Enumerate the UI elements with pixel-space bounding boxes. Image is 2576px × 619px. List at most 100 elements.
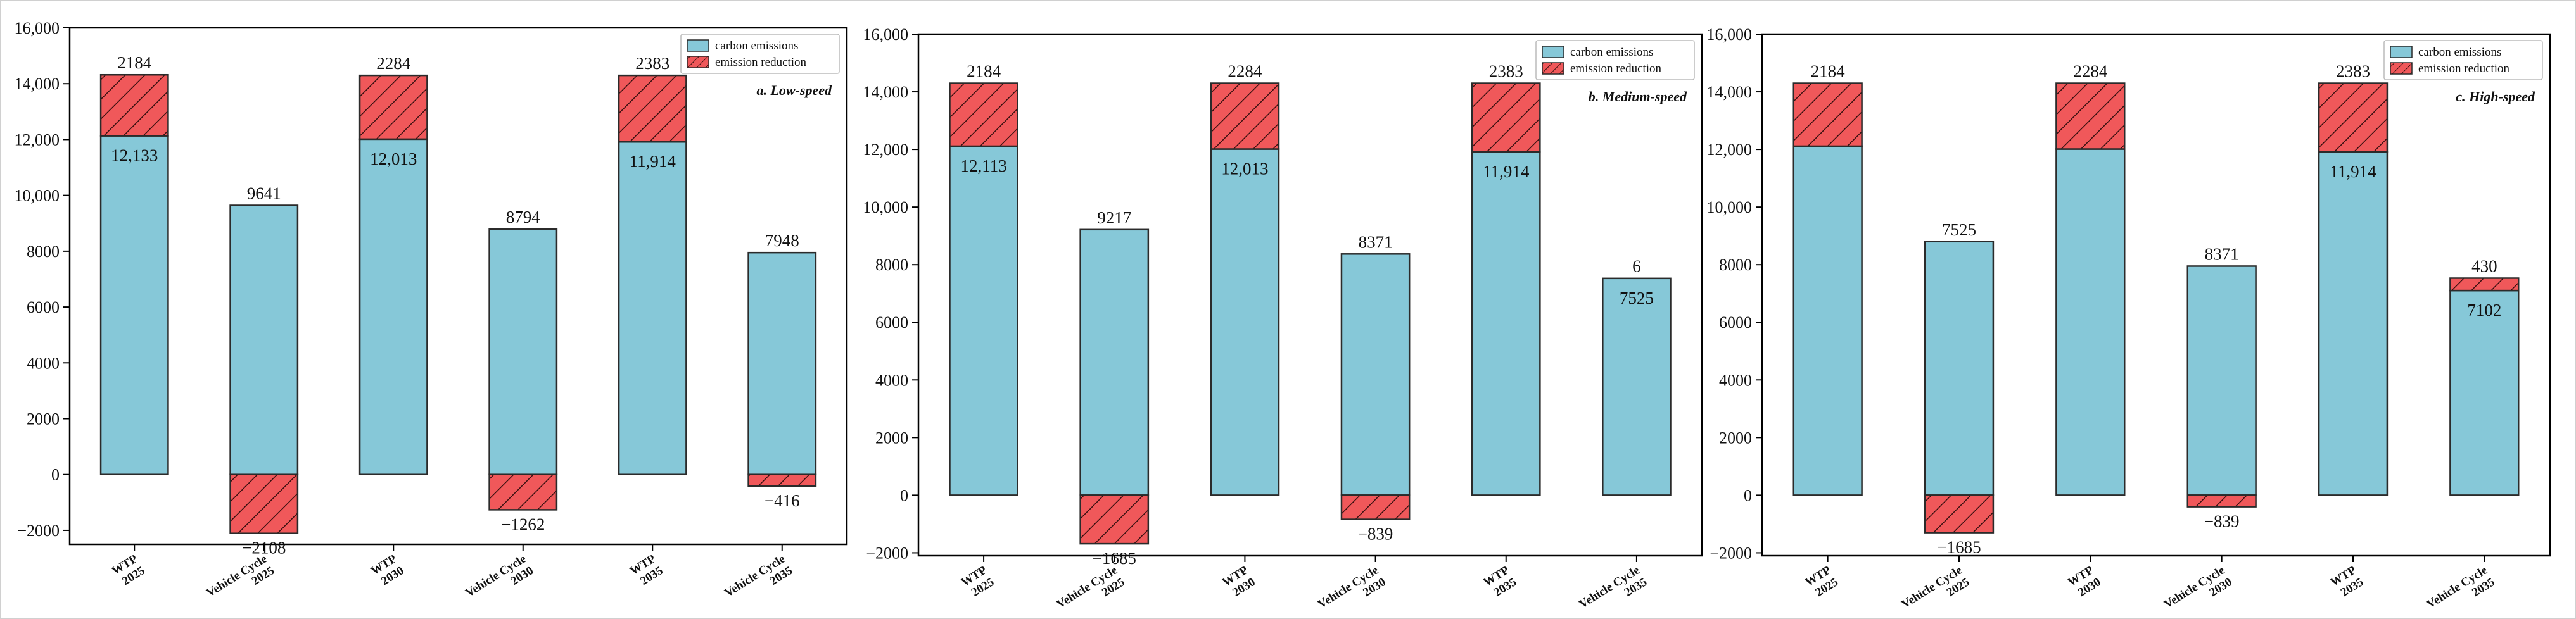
reduction-bar (2449, 277, 2520, 292)
carbon-value-label: 12,113 (960, 156, 1006, 175)
legend-label-reduction: emission reduction (715, 56, 807, 69)
reduction-bar (1471, 82, 1541, 153)
carbon-bar (2318, 151, 2389, 496)
reduction-bar (1210, 82, 1280, 150)
y-tick-label: 14,000 (1707, 83, 1753, 101)
y-tick-label: 16,000 (15, 19, 60, 37)
y-tick-label: 10,000 (863, 198, 909, 216)
carbon-value-label: 12,133 (111, 146, 158, 165)
y-tick-label: 6000 (27, 298, 60, 316)
legend-swatch-carbon (1542, 46, 1564, 58)
reduction-value-label: −839 (2204, 512, 2240, 531)
carbon-bar (488, 228, 558, 475)
legend-box (1535, 40, 1695, 80)
carbon-value-label: 11,914 (2330, 162, 2376, 181)
reduction-value-label: −416 (765, 491, 800, 510)
legend: carbon emissions emission reduction (2383, 40, 2543, 80)
y-tick-label: −2000 (17, 522, 60, 540)
legend-label-carbon: carbon emissions (715, 39, 798, 53)
reduction-bar (1792, 82, 1863, 147)
y-tick-label: 4000 (27, 354, 60, 372)
y-tick-label: 10,000 (15, 187, 60, 205)
reduction-bar (2318, 82, 2389, 153)
carbon-bar (358, 138, 428, 475)
reduction-bar (2186, 494, 2257, 508)
reduction-bar (2055, 82, 2126, 150)
carbon-value-label: 8371 (2205, 244, 2239, 263)
carbon-bar (1924, 241, 1995, 496)
legend-label-reduction: emission reduction (2418, 62, 2510, 75)
reduction-value-label: 2383 (1489, 62, 1523, 81)
y-tick-label: 12,000 (15, 130, 60, 149)
reduction-value-label: 2184 (1811, 62, 1846, 81)
y-tick-label: −2000 (866, 544, 908, 562)
reduction-bar (1079, 494, 1150, 545)
reduction-bar (99, 73, 169, 137)
y-tick-label: 16,000 (1707, 25, 1753, 44)
y-tick-label: 0 (900, 486, 908, 504)
carbon-value-label: 9217 (1097, 208, 1131, 227)
reduction-value-label: −839 (1358, 525, 1393, 544)
reduction-bar (229, 473, 299, 534)
reduction-bar (488, 473, 558, 511)
y-tick-label: 4000 (1719, 371, 1752, 389)
reduction-value-label: 2383 (635, 54, 669, 73)
carbon-value-label: 8794 (506, 208, 541, 227)
reduction-value-label: 2284 (376, 54, 411, 73)
carbon-bar (99, 135, 169, 475)
y-tick-label: 6000 (875, 313, 908, 332)
legend-label-carbon: carbon emissions (2418, 46, 2501, 59)
plot-frame (68, 27, 848, 546)
reduction-bar (358, 74, 428, 141)
y-tick-label: 2000 (875, 428, 908, 447)
y-tick-label: 0 (51, 466, 60, 484)
panel-label: b. Medium-speed (1589, 89, 1687, 104)
carbon-bar (1471, 151, 1541, 496)
chart-panel-2: −2000 0 2000 4000 6000 8000 10,000 12,000 14,000… (863, 25, 1703, 611)
reduction-value-label: −1262 (501, 515, 545, 534)
reduction-value-label: −1685 (1937, 538, 1981, 557)
carbon-value-label: 12,013 (1221, 159, 1268, 178)
reduction-value-label: 430 (2471, 257, 2497, 276)
carbon-value-label: 11,914 (630, 152, 676, 171)
chart-panel-3: −2000 0 2000 4000 6000 8000 10,000 12,000 14,000… (1707, 25, 2551, 611)
reduction-bar (949, 82, 1018, 147)
reduction-bar (747, 473, 817, 487)
reduction-value-label: 6 (1632, 257, 1641, 276)
carbon-bar (747, 251, 817, 475)
y-tick-label: −2000 (1710, 544, 1752, 562)
y-tick-label: 8000 (27, 242, 60, 261)
reduction-bar (618, 74, 687, 143)
panel-label: a. Low-speed (756, 82, 832, 98)
carbon-bar (1340, 253, 1411, 496)
y-tick-label: 16,000 (863, 25, 909, 44)
y-tick-label: 14,000 (863, 83, 909, 101)
carbon-bar (229, 204, 299, 475)
reduction-bar (1924, 494, 1995, 534)
legend-swatch-reduction (2390, 62, 2413, 75)
reduction-value-label: 2184 (967, 62, 1001, 81)
carbon-bar (1602, 277, 1672, 496)
carbon-bar (2055, 148, 2126, 496)
carbon-bar (1792, 145, 1863, 496)
carbon-value-label: 8371 (1359, 232, 1393, 251)
carbon-value-label: 7525 (1942, 220, 1976, 239)
y-tick-label: 8000 (1719, 256, 1752, 274)
carbon-bar (1079, 228, 1150, 496)
y-tick-label: 10,000 (1707, 198, 1753, 216)
